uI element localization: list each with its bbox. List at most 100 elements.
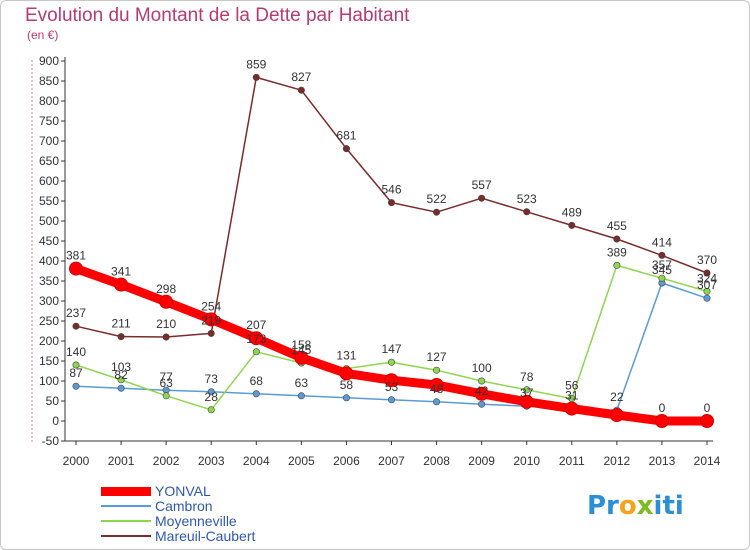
data-label: 22: [610, 390, 624, 404]
x-tick-label: 2009: [468, 454, 495, 468]
legend-item: Cambron: [101, 498, 321, 514]
data-label: 237: [66, 306, 86, 320]
data-label: 307: [697, 278, 717, 292]
data-label: 58: [340, 378, 354, 392]
data-label: 63: [159, 376, 173, 390]
series-moyenneville: [72, 261, 711, 414]
data-point: [207, 406, 215, 414]
data-point: [342, 394, 350, 402]
legend-label: Mareuil-Caubert: [155, 528, 256, 544]
data-label: 0: [659, 401, 666, 415]
data-point: [387, 358, 395, 366]
y-tick-label: 250: [39, 314, 59, 328]
data-label: 28: [205, 390, 219, 404]
data-point: [252, 348, 260, 356]
data-label: 127: [427, 350, 447, 364]
data-point: [342, 145, 350, 153]
data-point: [478, 377, 486, 385]
data-point: [69, 261, 83, 276]
logo-part: x: [636, 491, 654, 521]
data-label: 254: [201, 299, 221, 313]
data-label: 341: [111, 265, 131, 279]
y-tick-label: -50: [42, 434, 60, 448]
data-label: 546: [381, 183, 401, 197]
data-point: [654, 414, 669, 428]
data-label: 210: [156, 317, 176, 331]
legend-swatch: [101, 505, 151, 507]
x-tick-label: 2010: [513, 454, 540, 468]
data-label: 827: [291, 70, 311, 84]
data-point: [523, 386, 531, 394]
data-point: [72, 361, 80, 369]
data-label: 103: [111, 360, 131, 374]
data-point: [117, 376, 125, 384]
data-label: 78: [520, 370, 534, 384]
data-point: [703, 269, 711, 277]
data-label: 389: [607, 245, 627, 259]
y-tick-label: 50: [46, 394, 60, 408]
legend-label: YONVAL: [155, 483, 211, 499]
x-tick-label: 2011: [559, 454, 585, 468]
data-label: 31: [565, 389, 579, 403]
data-point: [658, 251, 666, 259]
series-yonval: [69, 261, 714, 428]
x-tick-label: 2003: [198, 454, 225, 468]
x-tick-label: 2005: [288, 454, 315, 468]
data-point: [117, 333, 125, 341]
data-point: [700, 414, 714, 428]
y-tick-label: 750: [39, 114, 59, 128]
data-point: [117, 384, 125, 392]
data-point: [204, 312, 219, 327]
data-point: [613, 261, 621, 269]
data-point: [478, 400, 486, 408]
data-point: [207, 388, 215, 396]
logo-part: Pr: [587, 491, 619, 521]
y-tick-label: 900: [39, 54, 59, 68]
data-label: 37: [520, 386, 534, 400]
y-tick-label: 800: [39, 94, 59, 108]
data-label: 681: [336, 129, 356, 143]
x-tick-label: 2006: [333, 454, 360, 468]
data-label: 489: [562, 205, 582, 219]
data-label: 414: [652, 235, 672, 249]
data-point: [339, 366, 354, 381]
chart-title: Evolution du Montant de la Dette par Hab…: [25, 5, 410, 26]
data-label: 73: [205, 372, 219, 386]
data-point: [433, 366, 441, 374]
y-tick-label: 0: [52, 414, 59, 428]
data-label: 357: [652, 258, 672, 272]
proxiti-logo: Proxiti: [587, 491, 684, 521]
data-point: [568, 221, 576, 229]
data-label: 345: [652, 263, 672, 277]
x-tick-label: 2004: [243, 454, 270, 468]
data-point: [433, 398, 441, 406]
y-tick-label: 700: [39, 134, 59, 148]
legend-item: YONVAL: [101, 483, 321, 499]
data-point: [564, 401, 579, 416]
data-point: [478, 194, 486, 202]
legend-swatch: [101, 486, 151, 496]
data-point: [297, 392, 305, 400]
data-label: 859: [246, 57, 266, 71]
legend-item: Moyenneville: [101, 513, 321, 529]
legend-swatch: [101, 535, 151, 537]
y-tick-label: 300: [39, 294, 59, 308]
legend-item: Mareuil-Caubert: [101, 528, 321, 544]
data-point: [387, 199, 395, 207]
data-label: 56: [565, 379, 579, 393]
data-point: [297, 86, 305, 94]
data-point: [703, 294, 711, 302]
data-point: [387, 396, 395, 404]
data-label: 68: [250, 374, 264, 388]
data-label: 522: [427, 192, 447, 206]
data-point: [474, 386, 489, 401]
data-label: 173: [246, 332, 266, 346]
series-mareuil-caubert: [72, 73, 711, 341]
y-tick-label: 600: [39, 174, 59, 188]
y-tick-label: 550: [39, 194, 59, 208]
x-tick-label: 2002: [153, 454, 180, 468]
data-point: [384, 373, 399, 388]
y-tick-label: 850: [39, 74, 59, 88]
y-tick-label: 350: [39, 274, 59, 288]
